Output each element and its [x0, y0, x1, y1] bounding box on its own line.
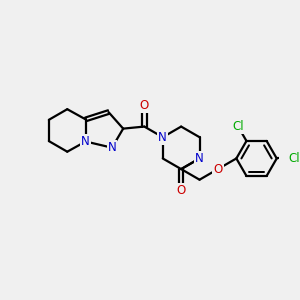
- Text: O: O: [140, 99, 149, 112]
- Text: O: O: [176, 184, 186, 197]
- Text: O: O: [213, 163, 223, 176]
- Text: N: N: [158, 131, 167, 144]
- Text: Cl: Cl: [288, 152, 299, 165]
- Text: N: N: [81, 135, 90, 148]
- Text: N: N: [195, 152, 204, 165]
- Text: N: N: [108, 141, 116, 154]
- Text: Cl: Cl: [232, 120, 244, 133]
